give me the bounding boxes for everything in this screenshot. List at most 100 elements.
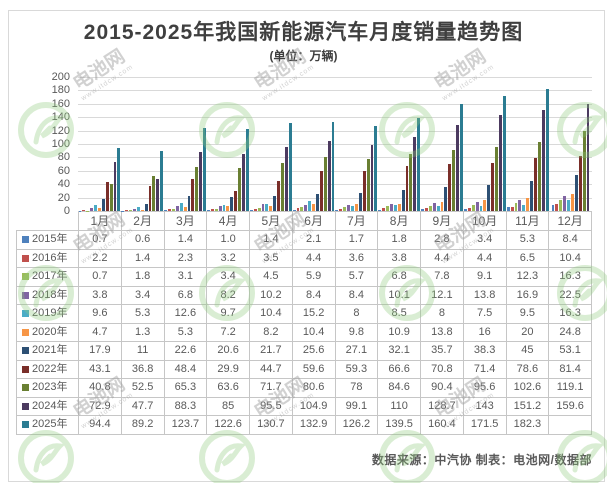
value-cell: 1.4 <box>120 248 165 268</box>
value-cell: 1.0 <box>206 230 250 250</box>
bar-2023年-3月 <box>195 167 199 211</box>
value-cell: 8.4 <box>548 230 592 250</box>
bar-2020年-12月 <box>571 194 574 211</box>
bar-2020年-3月 <box>183 207 187 211</box>
y-axis: 200 180 160 140 120 100 80 60 40 20 0 <box>16 71 70 217</box>
value-cell: 2.8 <box>420 230 464 250</box>
bar-2015年-12月 <box>551 205 555 211</box>
legend-key-icon <box>22 328 29 336</box>
bar-2018年-6月 <box>304 205 308 211</box>
bar-2023年-6月 <box>323 157 327 211</box>
bar-2018年-11月 <box>518 199 522 211</box>
bar-2023年-1月 <box>109 183 113 211</box>
bar-2015年-7月 <box>335 209 339 211</box>
bar-2019年-2月 <box>136 207 140 211</box>
value-cell: 9.1 <box>462 267 507 287</box>
table-row-2025年: 2025年 94.4 89.2 123.7 122.6 130.7 132.9 126.2 13… <box>16 415 592 435</box>
value-cell: 1.8 <box>377 230 421 250</box>
value-cell: 0.7 <box>78 267 122 287</box>
bar-group-8月 <box>378 77 421 211</box>
bar-2019年-12月 <box>567 200 571 211</box>
year-label: 2024年 <box>32 399 68 412</box>
value-cell: 89.2 <box>120 415 165 435</box>
bar-2023年-7月 <box>366 158 370 211</box>
bar-2020年-5月 <box>269 205 273 211</box>
bar-2018年-1月 <box>90 208 94 211</box>
value-cell: 90.4 <box>420 378 464 398</box>
value-cell: 10.4 <box>249 304 293 324</box>
month-header-cell: 11月 <box>505 211 550 231</box>
value-cell: 8.4 <box>291 285 336 305</box>
bar-2021年-4月 <box>230 197 234 211</box>
value-cell: 9.6 <box>78 304 122 324</box>
value-cell: 71.4 <box>462 359 507 379</box>
bar-2016年-8月 <box>382 208 386 211</box>
bar-2025年-3月 <box>203 128 206 211</box>
month-header-cell: 6月 <box>291 211 336 231</box>
bar-2018年-2月 <box>133 208 136 211</box>
value-cell: 182.3 <box>505 415 550 435</box>
value-cell: 0.6 <box>120 230 165 250</box>
bar-2024年-4月 <box>242 154 245 211</box>
value-cell: 7.5 <box>462 304 507 324</box>
value-cell: 3.6 <box>334 248 379 268</box>
bar-2018年-3月 <box>175 206 179 211</box>
value-cell: 17.9 <box>78 341 122 361</box>
value-cell: 35.7 <box>420 341 464 361</box>
value-cell: 159.6 <box>548 396 592 416</box>
gridline <box>78 157 592 159</box>
y-axis-tick-label: 120 <box>51 124 70 137</box>
value-cell: 6.8 <box>163 285 208 305</box>
value-cell: 44.7 <box>249 359 293 379</box>
month-header-cell: 12月 <box>548 211 592 231</box>
value-cell: 59.6 <box>291 359 336 379</box>
bar-2016年-4月 <box>210 208 214 211</box>
value-cell: 102.6 <box>505 378 550 398</box>
table-row-2018年: 2018年 3.8 3.4 6.8 8.2 10.2 8.4 8.4 10.1 12.1 13.8 1… <box>16 285 592 305</box>
bar-group-10月 <box>463 77 506 211</box>
value-cell: 27.1 <box>334 341 379 361</box>
bar-2025年-11月 <box>545 88 549 211</box>
value-cell: 5.7 <box>334 267 379 287</box>
bar-2025年-10月 <box>502 96 506 211</box>
value-cell: 36.8 <box>120 359 165 379</box>
bar-2018年-8月 <box>389 204 393 211</box>
bar-2019年-11月 <box>522 204 526 211</box>
bar-2015年-5月 <box>249 210 253 211</box>
bar-2022年-11月 <box>534 158 537 211</box>
bar-2021年-8月 <box>401 189 405 211</box>
bar-2025年-2月 <box>160 151 164 211</box>
bar-2019年-8月 <box>393 205 397 211</box>
bar-2022年-12月 <box>578 156 582 211</box>
bar-2016年-1月 <box>82 209 86 211</box>
legend-key-icon <box>22 236 29 244</box>
value-cell: 15.2 <box>291 304 336 324</box>
bar-2023年-11月 <box>537 142 541 211</box>
year-legend-cell: 2017年 <box>16 267 79 287</box>
bar-2025年-7月 <box>374 126 378 211</box>
bar-2024年-2月 <box>156 179 160 211</box>
value-cell: 3.4 <box>206 267 250 287</box>
bar-2016年-3月 <box>168 209 171 211</box>
value-cell: 7.2 <box>206 322 250 342</box>
bar-2017年-2月 <box>129 209 133 211</box>
value-cell: 3.5 <box>249 248 293 268</box>
y-axis-tick-label: 100 <box>51 138 70 150</box>
value-cell: 4.5 <box>249 267 293 287</box>
bar-2021年-1月 <box>101 199 105 211</box>
value-cell: 16 <box>462 322 507 342</box>
table-row-2016年: 2016年 2.2 1.4 2.3 3.2 3.5 4.4 3.6 3.8 4.4 4.4 6.5 10… <box>16 248 592 268</box>
bar-2017年-8月 <box>386 206 389 211</box>
legend-key-icon <box>22 347 29 355</box>
table-row-2021年: 2021年 17.9 11 22.6 20.6 21.7 25.6 27.1 32.1 35.7 3… <box>16 341 592 361</box>
value-cell: 122.6 <box>206 415 250 435</box>
gridline <box>78 130 592 132</box>
watermark-logo-icon <box>14 426 78 483</box>
bar-2016年-6月 <box>296 208 300 211</box>
value-cell: 88.3 <box>163 396 208 416</box>
bar-2024年-6月 <box>327 140 331 211</box>
bar-2016年-7月 <box>339 208 343 211</box>
year-legend-wrap: 2015年 <box>18 231 78 248</box>
bar-group-5月 <box>249 77 292 211</box>
bar-2021年-9月 <box>444 187 448 211</box>
